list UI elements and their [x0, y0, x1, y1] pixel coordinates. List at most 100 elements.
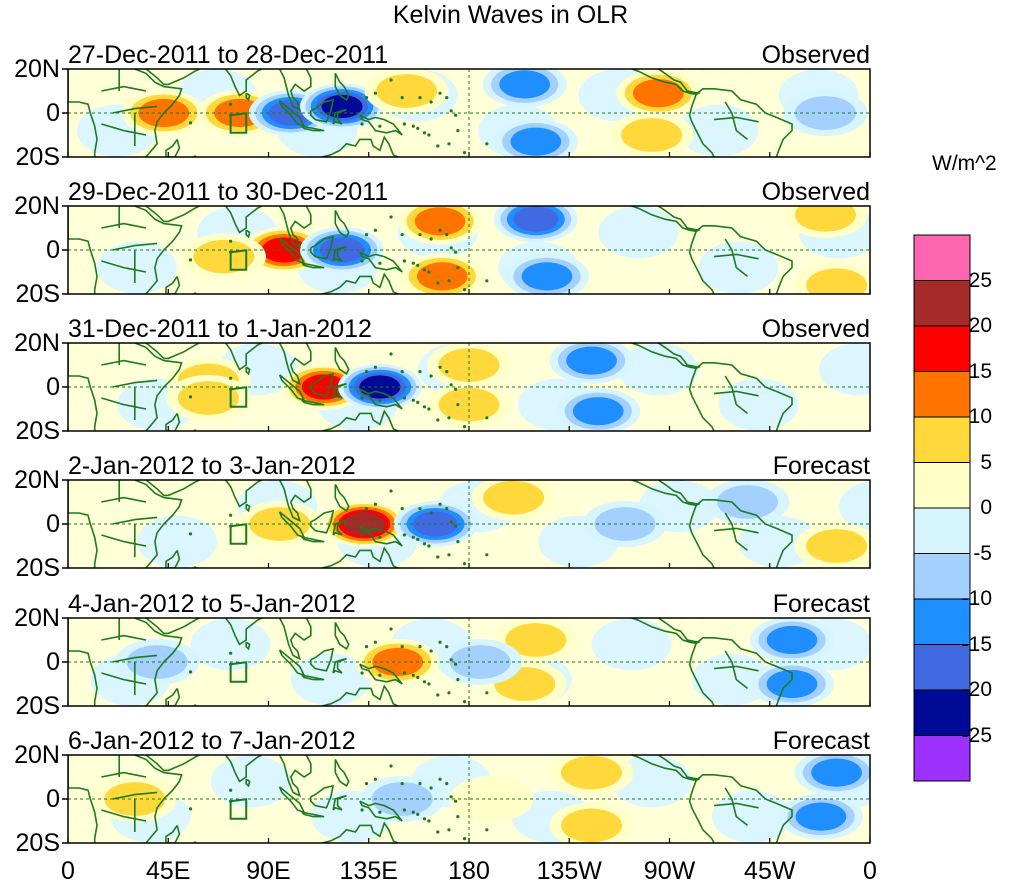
island: [389, 215, 393, 219]
lat-label: 20S: [15, 829, 60, 857]
anomaly-contour: [566, 346, 617, 375]
island: [445, 507, 449, 511]
anomaly-contour: [414, 207, 466, 236]
coastline: [245, 503, 251, 513]
island: [438, 228, 442, 232]
anomaly-contour: [717, 485, 778, 519]
island: [378, 535, 382, 539]
island: [364, 370, 369, 374]
colorbar-tick-label: 15: [968, 359, 992, 383]
anomaly-blob: [750, 661, 835, 706]
island: [485, 142, 489, 146]
anomaly-blob: [609, 112, 694, 157]
island: [454, 799, 458, 803]
coastline: [688, 780, 715, 843]
coastline: [724, 787, 748, 827]
anomaly-blob: [400, 253, 485, 294]
island: [416, 263, 420, 267]
island: [422, 268, 427, 272]
coastline: [359, 114, 403, 136]
island: [427, 133, 431, 137]
colorbar-bin: [913, 325, 971, 372]
lat-label: 20N: [14, 466, 60, 494]
island: [229, 513, 233, 517]
island: [454, 524, 458, 528]
colorbar-bin: [913, 735, 971, 782]
island: [427, 682, 431, 686]
island: [378, 124, 382, 128]
colorbar-bin: [913, 644, 971, 691]
anomaly-contour: [594, 507, 656, 541]
island: [456, 403, 460, 407]
weak-anomaly: [137, 515, 218, 568]
island: [438, 502, 442, 506]
coastline: [101, 260, 147, 273]
coastline: [165, 824, 181, 843]
island: [418, 370, 422, 374]
island: [436, 693, 440, 697]
island: [449, 383, 453, 387]
coastline: [301, 399, 325, 406]
coastline: [134, 343, 183, 431]
island: [360, 671, 364, 675]
anomaly-blob: [493, 118, 578, 157]
island: [449, 658, 453, 662]
island: [229, 788, 233, 792]
coastline: [310, 98, 335, 123]
island: [411, 535, 415, 539]
anomaly-blob: [794, 262, 870, 294]
lat-label: 20S: [15, 280, 60, 308]
island: [400, 233, 404, 237]
anomaly-contour: [795, 802, 847, 831]
anomaly-contour: [513, 206, 559, 232]
anomaly-contour: [177, 381, 239, 415]
island: [402, 671, 406, 675]
weak-anomaly: [838, 481, 870, 532]
coastline: [321, 409, 399, 431]
coastline: [714, 253, 759, 260]
anomaly-blob: [181, 233, 266, 280]
lat-label: 20N: [14, 192, 60, 220]
anomaly-blob: [783, 206, 868, 238]
island: [462, 837, 467, 841]
colorbar-tick-label: 0: [980, 496, 992, 519]
island: [418, 507, 422, 511]
coastline: [631, 206, 702, 233]
island: [429, 511, 433, 515]
island: [411, 673, 415, 677]
anomaly-contour: [319, 237, 365, 263]
coastline: [334, 347, 350, 375]
coastline: [301, 674, 325, 681]
anomaly-field: [68, 480, 870, 568]
island: [364, 233, 369, 237]
coastline: [165, 275, 181, 294]
panel-status: Forecast: [772, 590, 870, 618]
map-panel-3: [62, 342, 871, 432]
figure-title: Kelvin Waves in OLR: [392, 1, 629, 29]
coastline: [631, 69, 702, 96]
coastline: [631, 755, 702, 782]
coastline: [134, 69, 183, 157]
colorbar-bin: [913, 507, 971, 554]
coastline: [112, 379, 158, 388]
coastline: [245, 229, 251, 239]
coastline: [101, 123, 147, 136]
lat-label: 0: [46, 99, 60, 127]
island: [436, 830, 440, 834]
island: [188, 258, 193, 262]
coastline: [714, 116, 759, 123]
island: [436, 144, 440, 148]
coastline: [112, 516, 158, 525]
colorbar-bin: [913, 689, 971, 736]
lon-label: 45W: [744, 857, 796, 885]
island: [418, 782, 422, 786]
colorbar-tick-label: 10: [968, 405, 992, 428]
island: [360, 533, 364, 537]
island: [188, 121, 193, 125]
coastline: [68, 480, 98, 568]
island: [454, 662, 458, 666]
coastline: [321, 272, 399, 294]
island: [402, 533, 406, 537]
coastline: [145, 69, 200, 86]
island: [411, 261, 415, 265]
